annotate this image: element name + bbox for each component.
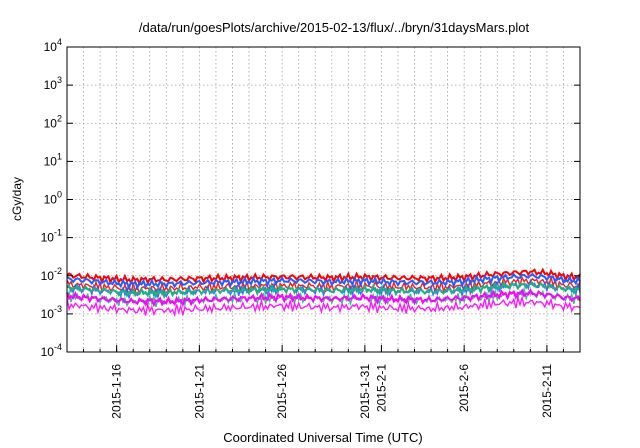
y-tick-label: 10-3 xyxy=(41,304,62,321)
series-line xyxy=(66,272,581,291)
chart-title: /data/run/goesPlots/archive/2015-02-13/f… xyxy=(139,20,530,35)
x-tick-label: 2015-1-16 xyxy=(110,364,124,419)
y-axis-label: cGy/day xyxy=(10,177,24,221)
x-axis-label: Coordinated Universal Time (UTC) xyxy=(223,430,422,445)
series-line-lower xyxy=(66,294,581,317)
y-tick-label: 10-1 xyxy=(41,228,62,245)
x-tick-label: 2015-2-11 xyxy=(540,364,554,418)
series-line xyxy=(66,267,581,287)
series-group xyxy=(66,267,581,317)
y-tick-label: 10-4 xyxy=(41,342,62,359)
y-tick-label: 103 xyxy=(44,75,62,92)
y-tick-label: 104 xyxy=(44,37,62,54)
grid xyxy=(67,47,580,352)
y-tick-label: 102 xyxy=(44,113,62,130)
y-tick-label: 10-2 xyxy=(41,266,62,283)
y-tick-label: 100 xyxy=(44,190,62,207)
x-tick-label: 2015-2-1 xyxy=(374,364,388,412)
y-tick-label: 101 xyxy=(44,151,62,168)
series-line xyxy=(66,280,581,300)
x-axis: 2015-1-16 2015-1-21 2015-1-26 2015-1-31 2015… xyxy=(83,345,564,419)
x-tick-label: 2015-1-31 xyxy=(358,364,372,419)
series-line xyxy=(66,288,581,308)
y-axis: 10-4 10-3 10-2 10-1 100 101 102 103 104 xyxy=(41,37,580,359)
x-tick-label: 2015-2-6 xyxy=(457,364,471,412)
x-tick-label: 2015-1-21 xyxy=(192,364,206,419)
x-tick-label: 2015-1-26 xyxy=(275,364,289,419)
